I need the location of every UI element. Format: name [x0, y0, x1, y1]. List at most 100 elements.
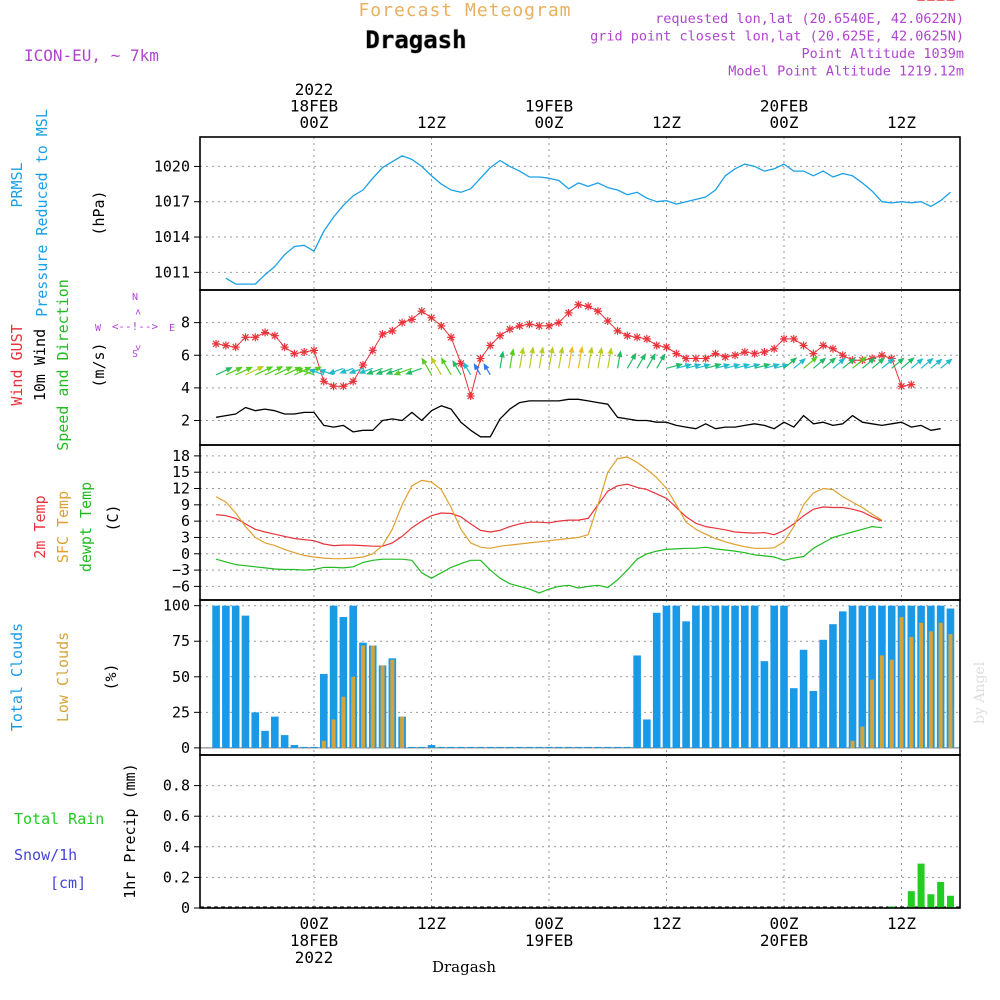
gust-marker [633, 333, 642, 342]
time-tick-label: 00Z [535, 113, 564, 132]
compass-east: E [169, 323, 175, 334]
gust-marker [711, 349, 720, 358]
wind-direction-arrow [646, 353, 656, 369]
gust-marker [603, 317, 612, 325]
y-tick-label: 6 [181, 512, 190, 530]
panel-frame [199, 444, 961, 601]
low-clouds-bar [909, 636, 914, 748]
total-clouds-bar [496, 746, 504, 748]
total-clouds-bar [506, 746, 514, 748]
total-clouds-bar [261, 730, 269, 748]
y-tick-label: −6 [172, 577, 190, 595]
wind-direction-arrow [452, 359, 462, 376]
gust-marker [486, 341, 495, 350]
wind-direction-arrow [274, 366, 293, 376]
total-clouds-bar [613, 746, 622, 748]
temp-sfc-label: SFC Temp [54, 491, 72, 563]
y-tick-label: 6 [181, 346, 190, 364]
gust-marker [770, 344, 779, 353]
total-clouds-bar [741, 605, 749, 748]
wind-direction-arrow [705, 362, 722, 369]
low-clouds-bar [860, 726, 865, 748]
total-clouds-bar [437, 746, 446, 748]
time-tick-label: 00Z [300, 113, 329, 132]
gust-marker [642, 334, 651, 343]
time-tick-label: 2022 [295, 948, 334, 967]
time-tick-label: 12Z [652, 914, 681, 933]
wind-direction-arrow [393, 367, 413, 376]
total-clouds-label: Total Clouds [8, 623, 26, 731]
wind-direction-arrow [812, 357, 827, 369]
total-clouds-bar [848, 605, 857, 748]
low-clouds-bar [341, 696, 346, 748]
compass-cross: <--!--> [112, 320, 159, 333]
gust-marker [329, 382, 338, 391]
low-clouds-bar [938, 622, 943, 748]
low-clouds-bar [919, 622, 924, 748]
y-tick-label: 15 [172, 463, 190, 481]
time-tick-label: 00Z [535, 914, 564, 933]
gust-marker [672, 349, 681, 358]
low-clouds-bar [321, 740, 326, 748]
total-clouds-bar [447, 746, 455, 748]
wind-direction-arrow [616, 350, 623, 369]
total-clouds-bar [603, 746, 612, 748]
total-clouds-bar [545, 746, 553, 748]
wind-direction-arrow [881, 357, 895, 369]
wind-direction-arrow [295, 367, 315, 376]
gust-marker [877, 351, 886, 360]
wind-direction-arrow [607, 347, 614, 369]
wind-direction-arrow [832, 357, 846, 369]
gust-marker [682, 354, 691, 363]
total-clouds-bar [310, 746, 318, 748]
wind-direction-arrow [463, 361, 472, 376]
wind-direction-arrow [910, 358, 924, 369]
total-clouds-bar [525, 746, 534, 748]
wind-direction-arrow [636, 353, 646, 369]
wind-direction-arrow [793, 358, 807, 369]
total-clouds-bar [711, 605, 720, 748]
wind-direction-arrow [421, 357, 433, 376]
wind-direction-arrow [822, 357, 837, 369]
total-clouds-bar [486, 746, 495, 748]
gust-marker [897, 382, 906, 391]
rain-bar [907, 891, 915, 908]
precipitation-panel: 0 0.2 0.4 0.6 0.8 [163, 754, 961, 917]
time-tick-label: 2022 [295, 80, 334, 99]
gust-marker [349, 377, 358, 386]
gust-marker [417, 307, 426, 316]
wind-direction-arrow [473, 363, 481, 376]
wind-direction-arrow [328, 367, 344, 375]
wind-direction-arrow [538, 346, 545, 369]
info-line: grid point closest lon,lat (20.625E, 42.… [590, 29, 964, 45]
total-clouds-bar [633, 655, 641, 748]
time-tick-label: 12Z [417, 914, 446, 933]
gust-marker [613, 326, 622, 335]
wind-direction-arrow [597, 346, 604, 369]
y-tick-label: 100 [163, 597, 190, 615]
time-tick-label: 12Z [887, 914, 916, 933]
clouds-unit: (%) [102, 663, 120, 690]
total-clouds-bar [868, 605, 876, 748]
total-clouds-bar [290, 745, 299, 748]
wind-direction-arrow [558, 346, 565, 369]
gust-marker [310, 346, 318, 355]
gust-marker [750, 349, 759, 358]
total-clouds-bar [760, 661, 769, 748]
compass-north: N [132, 292, 138, 303]
gust-marker [789, 334, 798, 343]
wind-direction-arrow [385, 367, 403, 375]
gust-marker [466, 392, 475, 401]
time-tick-label: 20FEB [760, 931, 808, 950]
watermark: by Angel [972, 661, 988, 724]
y-tick-label: 0.2 [163, 868, 190, 886]
wind-direction-arrow [254, 366, 274, 376]
gust-marker [525, 320, 534, 329]
total-clouds-bar [329, 605, 338, 748]
precip-unit: 1hr Precip (mm) [121, 763, 139, 898]
wind-direction-arrow [685, 363, 702, 369]
wind-direction-arrow [891, 357, 905, 369]
total-clouds-bar [280, 735, 289, 748]
compass-arrow: > [132, 345, 143, 351]
y-tick-label: 1017 [154, 193, 190, 211]
